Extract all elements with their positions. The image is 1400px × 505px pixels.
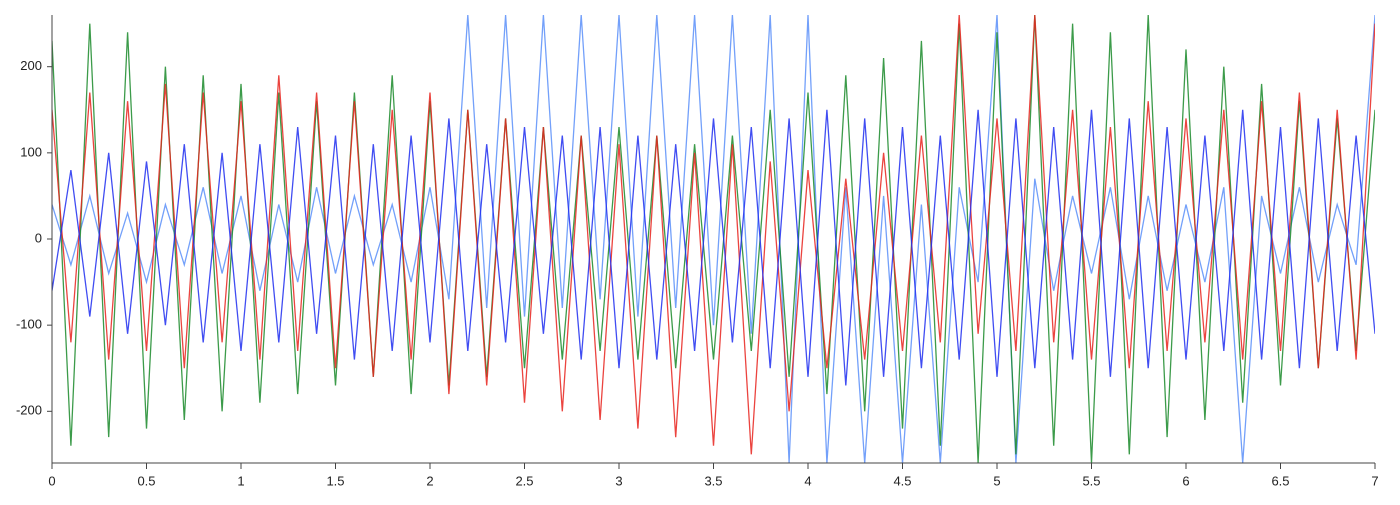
series-line — [52, 15, 1375, 455]
x-tick-label: 4 — [804, 473, 811, 488]
x-tick-label: 5 — [993, 473, 1000, 488]
x-tick-label: 7 — [1371, 473, 1378, 488]
plot-area — [52, 15, 1375, 463]
x-tick-label: 0 — [48, 473, 55, 488]
y-tick-label: 100 — [20, 144, 42, 159]
x-tick-label: 3.5 — [704, 473, 722, 488]
y-tick-label: -100 — [16, 317, 42, 332]
series-line — [52, 109, 1375, 386]
y-tick-label: 0 — [35, 230, 42, 245]
x-tick-label: 2 — [426, 473, 433, 488]
x-tick-label: 3 — [615, 473, 622, 488]
x-tick-label: 5.5 — [1082, 473, 1100, 488]
x-tick-label: 6 — [1182, 473, 1189, 488]
series-line — [52, 15, 1375, 463]
y-tick-label: 200 — [20, 58, 42, 73]
series-line — [52, 15, 1375, 463]
x-tick-label: 1.5 — [326, 473, 344, 488]
x-tick-label: 4.5 — [893, 473, 911, 488]
x-tick-label: 6.5 — [1271, 473, 1289, 488]
x-tick-label: 0.5 — [137, 473, 155, 488]
x-tick-label: 2.5 — [515, 473, 533, 488]
y-tick-label: -200 — [16, 403, 42, 418]
x-tick-label: 1 — [237, 473, 244, 488]
